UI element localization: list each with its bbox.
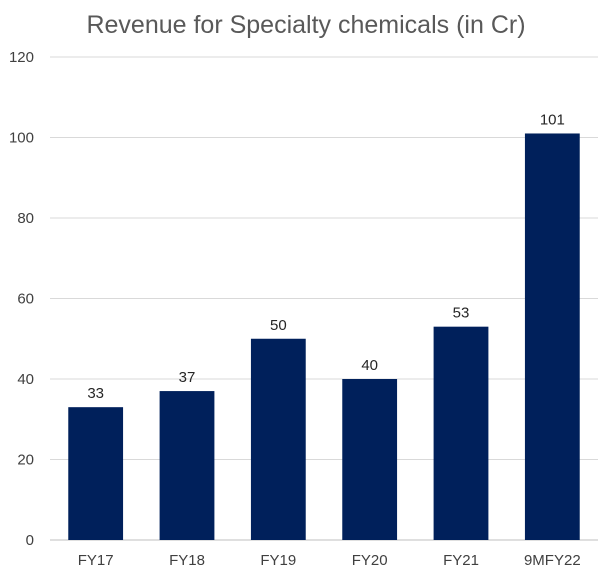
data-label-fy20: 40 <box>361 357 378 374</box>
data-label-fy18: 37 <box>179 369 196 386</box>
x-tick-label: FY18 <box>169 552 205 569</box>
bar-fy21 <box>433 326 489 540</box>
y-tick-label: 60 <box>17 291 34 308</box>
data-labels: 33 37 50 40 53 101 <box>87 111 565 402</box>
x-tick-label: 9MFY22 <box>524 552 581 569</box>
gridlines <box>50 56 598 541</box>
bar-fy19 <box>250 338 306 540</box>
x-tick-label: FY21 <box>443 552 479 569</box>
bar-9mfy22 <box>524 133 580 540</box>
x-tick-label: FY20 <box>352 552 388 569</box>
bars <box>68 133 580 540</box>
data-label-fy21: 53 <box>453 305 470 322</box>
data-label-fy19: 50 <box>270 317 287 334</box>
y-tick-label: 0 <box>26 532 34 549</box>
y-tick-label: 120 <box>9 49 34 66</box>
chart-title: Revenue for Specialty chemicals (in Cr) <box>86 11 525 39</box>
x-tick-label: FY19 <box>260 552 296 569</box>
y-axis-ticks: 0 20 40 60 80 100 120 <box>9 49 34 549</box>
bar-fy17 <box>68 407 124 540</box>
y-tick-label: 20 <box>17 452 34 469</box>
y-tick-label: 40 <box>17 371 34 388</box>
bar-fy20 <box>342 379 398 540</box>
y-tick-label: 80 <box>17 210 34 227</box>
x-tick-label: FY17 <box>78 552 114 569</box>
data-label-fy17: 33 <box>87 385 104 402</box>
x-axis-ticks: FY17 FY18 FY19 FY20 FY21 9MFY22 <box>78 552 581 569</box>
bar-fy18 <box>159 391 215 540</box>
data-label-9mfy22: 101 <box>540 111 565 128</box>
y-tick-label: 100 <box>9 130 34 147</box>
